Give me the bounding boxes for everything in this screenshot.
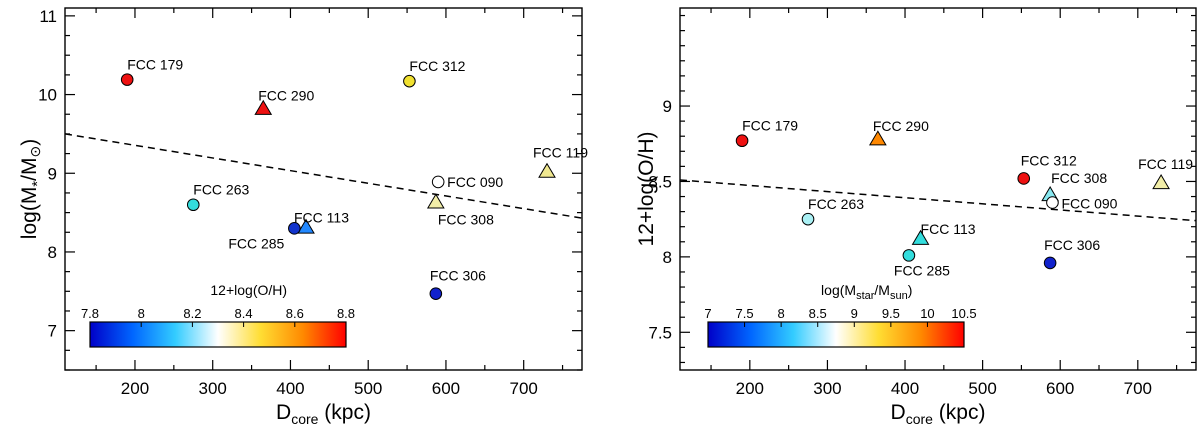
colorbar-tick-label: 8.8 [337, 306, 355, 321]
data-point-circle [120, 73, 134, 86]
colorbar-title: 12+log(O/H) [210, 282, 287, 298]
y-tick-label: 7.5 [648, 323, 672, 342]
data-point-triangle [868, 130, 887, 146]
data-point-circle [431, 175, 445, 189]
trend-line [679, 179, 1197, 222]
data-point-label: FCC 263 [193, 182, 249, 198]
data-point-label: FCC 179 [742, 118, 798, 134]
y-tick-label: 8.5 [648, 172, 672, 191]
colorbar-tick-label: 8.6 [286, 306, 304, 321]
data-point-label: FCC 312 [1021, 152, 1077, 168]
colorbar-tick-label: 8 [778, 306, 785, 321]
plot-frame [679, 7, 1197, 371]
data-point-triangle [538, 162, 556, 178]
data-point-label: FCC 263 [808, 196, 864, 212]
x-tick-label: 200 [736, 379, 764, 398]
plot-frame [64, 7, 583, 371]
y-tick-label: 11 [39, 7, 57, 26]
y-tick-label: 8 [48, 243, 57, 262]
colorbar-tick-label: 9 [851, 306, 858, 321]
colorbar [707, 321, 965, 348]
y-tick-label: 8 [663, 248, 672, 267]
data-point-circle [1043, 256, 1057, 270]
data-point-label: FCC 312 [409, 58, 465, 74]
data-point-label: FCC 119 [1138, 156, 1193, 172]
data-point-circle [403, 74, 416, 88]
colorbar-tick-label: 10.5 [951, 306, 976, 321]
y-tick-label: 9 [663, 97, 672, 116]
y-axis-label: 12+log(O/H) [635, 132, 658, 247]
data-point-circle [902, 249, 916, 262]
data-point-label: FCC 119 [533, 145, 588, 161]
data-point-triangle [254, 99, 273, 115]
data-point-label: FCC 308 [438, 211, 494, 227]
x-tick-label: 400 [276, 379, 304, 398]
y-axis-label: log(M*/M⊙) [18, 139, 46, 239]
x-axis-label: Dcore (kpc) [891, 401, 986, 427]
data-point-triangle [1152, 173, 1170, 190]
colorbar-tick-label: 8.5 [809, 306, 827, 321]
data-point-circle [186, 198, 200, 212]
x-tick-label: 600 [432, 379, 460, 398]
x-tick-label: 200 [121, 379, 149, 398]
colorbar-tick-label: 9.5 [882, 306, 900, 321]
y-tick-label: 7 [48, 322, 57, 341]
y-tick-label: 10 [38, 86, 57, 105]
data-point-label: FCC 285 [894, 262, 950, 278]
x-tick-label: 400 [891, 379, 919, 398]
colorbar-tick-label: 8 [138, 306, 145, 321]
data-point-circle [735, 134, 749, 148]
data-point-label: FCC 113 [921, 221, 976, 237]
data-point-label: FCC 090 [447, 174, 503, 190]
data-point-triangle [297, 218, 315, 234]
chart-panel-2: 200 300 400 500 600 700 7.5 8 8.5 9 Dcore (kpc) 12+… [635, 7, 1197, 427]
data-point-circle [429, 287, 443, 300]
colorbar-title: log(Mstar/Msun) [821, 282, 912, 302]
data-point-label: FCC 306 [1044, 237, 1100, 253]
colorbar [89, 321, 347, 348]
trend-line [64, 133, 583, 219]
x-tick-label: 600 [1046, 379, 1074, 398]
data-point-label: FCC 090 [1061, 196, 1117, 212]
data-point-label: FCC 113 [294, 210, 349, 226]
colorbar-tick-label: 7.5 [736, 306, 754, 321]
colorbar-tick-label: 8.4 [235, 306, 253, 321]
x-tick-label: 700 [1124, 379, 1152, 398]
colorbar-tick-label: 8.2 [183, 306, 201, 321]
x-axis-label: Dcore (kpc) [276, 401, 371, 427]
colorbar-tick-label: 7 [704, 306, 711, 321]
data-point-circle [1017, 172, 1031, 185]
data-point-label: FCC 308 [1051, 170, 1107, 186]
x-tick-label: 500 [968, 379, 996, 398]
y-tick-label: 9 [48, 164, 57, 183]
x-tick-label: 700 [510, 379, 538, 398]
colorbar-tick-label: 10 [920, 306, 934, 321]
chart-panel-1: 200 300 400 500 600 700 7 8 9 10 11 Dcore (kpc) log(… [18, 7, 588, 427]
x-tick-label: 300 [199, 379, 227, 398]
data-point-label: FCC 179 [127, 57, 183, 73]
data-point-circle [1046, 196, 1059, 209]
data-point-label: FCC 306 [430, 268, 486, 284]
x-tick-label: 300 [813, 379, 841, 398]
data-point-triangle [426, 193, 445, 209]
data-point-circle [801, 212, 815, 226]
data-point-label: FCC 290 [873, 118, 929, 134]
data-point-circle [288, 222, 301, 235]
x-tick-label: 500 [354, 379, 382, 398]
colorbar-tick-label: 7.8 [81, 306, 99, 321]
data-point-label: FCC 290 [258, 88, 314, 104]
data-point-triangle [911, 229, 930, 245]
data-point-label: FCC 285 [228, 235, 284, 251]
